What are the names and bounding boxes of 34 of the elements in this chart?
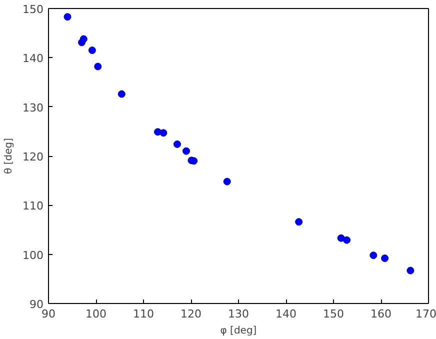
point bbox=[88, 46, 96, 54]
x-tick-label: 120 bbox=[180, 308, 202, 320]
point bbox=[223, 178, 231, 186]
point bbox=[190, 157, 198, 165]
point bbox=[406, 266, 414, 274]
x-tick-label: 150 bbox=[323, 308, 344, 320]
x-tick-label: 110 bbox=[133, 308, 154, 320]
point bbox=[160, 129, 168, 137]
x-axis-title: φ [deg] bbox=[220, 326, 257, 336]
point bbox=[80, 35, 88, 43]
point bbox=[118, 90, 126, 98]
point bbox=[370, 252, 378, 260]
point bbox=[64, 13, 72, 21]
point bbox=[343, 236, 351, 244]
x-tick-label: 130 bbox=[228, 308, 249, 320]
y-tick-label: 130 bbox=[22, 101, 44, 114]
point bbox=[182, 147, 190, 155]
x-tick-label: 140 bbox=[276, 308, 296, 320]
y-tick-label: 150 bbox=[22, 3, 44, 16]
x-tick-label: 160 bbox=[370, 308, 392, 320]
point bbox=[94, 62, 102, 70]
y-axis-title: θ [deg] bbox=[4, 138, 15, 174]
x-tick-label: 100 bbox=[86, 308, 106, 320]
y-tick-label: 110 bbox=[22, 200, 44, 213]
point bbox=[381, 254, 389, 262]
y-tick-label: 100 bbox=[22, 248, 44, 262]
point bbox=[295, 218, 303, 226]
x-tick-label: 170 bbox=[416, 308, 436, 320]
point bbox=[337, 234, 345, 242]
x-tick-label: 90 bbox=[42, 308, 56, 320]
y-tick-label: 140 bbox=[22, 52, 44, 66]
y-tick-label: 90 bbox=[30, 298, 44, 311]
point bbox=[173, 140, 181, 148]
y-tick-label: 120 bbox=[22, 150, 44, 164]
